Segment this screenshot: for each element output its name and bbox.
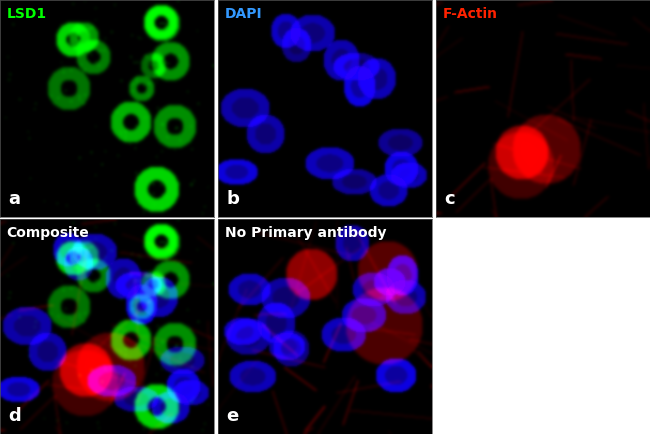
Text: a: a [8,191,21,208]
Text: Composite: Composite [6,226,89,240]
Text: e: e [227,408,239,425]
Text: d: d [8,408,21,425]
Text: DAPI: DAPI [224,7,262,20]
Text: c: c [445,191,456,208]
Text: No Primary antibody: No Primary antibody [224,226,386,240]
Text: F-Actin: F-Actin [443,7,498,20]
Text: b: b [227,191,239,208]
Text: LSD1: LSD1 [6,7,47,20]
